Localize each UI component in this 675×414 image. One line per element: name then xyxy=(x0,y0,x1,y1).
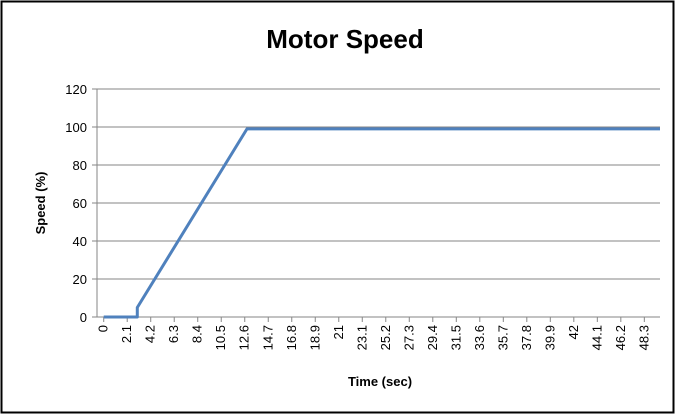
y-tick-label: 120 xyxy=(65,82,87,97)
x-tick-label: 8.4 xyxy=(190,325,205,343)
x-tick-label: 25.2 xyxy=(378,325,393,350)
x-tick-label: 35.7 xyxy=(495,325,510,350)
x-tick-label: 27.3 xyxy=(401,325,416,350)
y-tick-label: 100 xyxy=(65,120,87,135)
y-tick-label: 60 xyxy=(73,196,87,211)
y-tick-label: 0 xyxy=(80,310,87,325)
x-tick-label: 0 xyxy=(96,325,111,332)
y-tick-label: 40 xyxy=(73,234,87,249)
x-tick-label: 46.2 xyxy=(613,325,628,350)
line-series xyxy=(103,127,660,319)
x-tick-label: 4.2 xyxy=(143,325,158,343)
x-tick-label: 18.9 xyxy=(307,325,322,350)
x-tick-label: 37.8 xyxy=(519,325,534,350)
x-tick-label: 10.5 xyxy=(213,325,228,350)
y-axis-label: Speed (%) xyxy=(33,172,48,235)
x-tick-label: 48.3 xyxy=(636,325,651,350)
x-axis-label: Time (sec) xyxy=(348,374,412,389)
x-tick-label: 2.1 xyxy=(119,325,134,343)
x-tick-label: 14.7 xyxy=(260,325,275,350)
x-tick-label: 23.1 xyxy=(354,325,369,350)
x-tick-label: 31.5 xyxy=(448,325,463,350)
x-tick-label: 12.6 xyxy=(237,325,252,350)
x-tick-label: 29.4 xyxy=(425,325,440,350)
x-tick-label: 16.8 xyxy=(284,325,299,350)
x-tick-label: 21 xyxy=(331,325,346,339)
x-tick-label: 44.1 xyxy=(589,325,604,350)
x-tick-label: 39.9 xyxy=(542,325,557,350)
x-tick-label: 33.6 xyxy=(472,325,487,350)
x-tick-label: 42 xyxy=(566,325,581,339)
chart-title: Motor Speed xyxy=(266,24,423,54)
y-tick-label: 80 xyxy=(73,158,87,173)
x-tick-label: 6.3 xyxy=(166,325,181,343)
y-tick-label: 20 xyxy=(73,272,87,287)
